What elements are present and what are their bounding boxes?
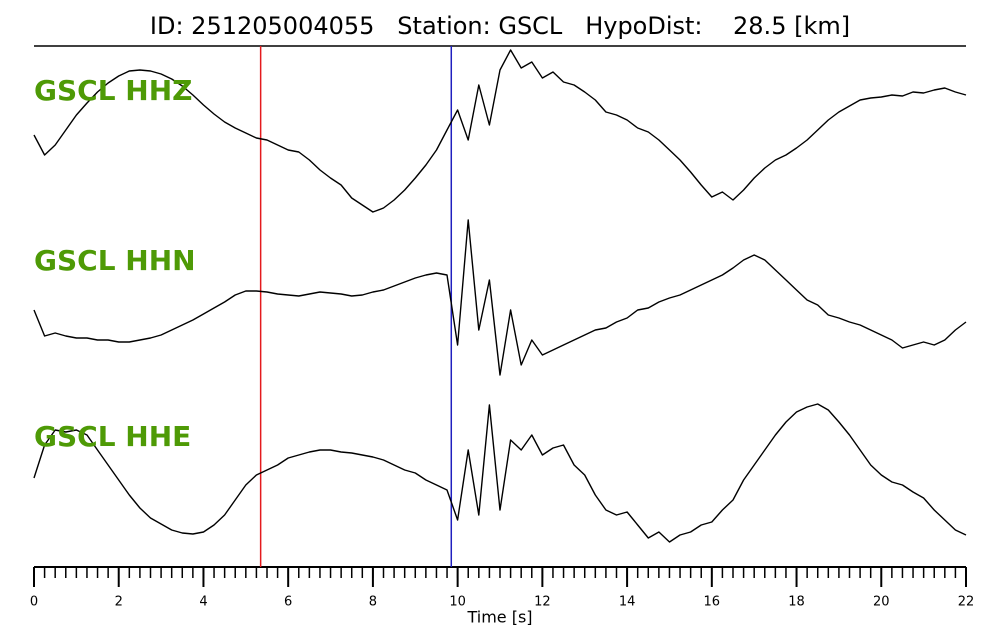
x-tick-label: 18 [788, 595, 805, 610]
x-tick-label: 16 [704, 595, 721, 610]
trace-label: GSCL HHE [34, 420, 191, 453]
x-tick-label: 14 [619, 595, 636, 610]
x-tick-label: 4 [199, 595, 207, 610]
trace [33, 403, 967, 543]
x-tick-label: 10 [449, 595, 466, 610]
x-tick-label: 2 [115, 595, 123, 610]
x-tick-label: 12 [534, 595, 551, 610]
x-tick-label: 22 [958, 595, 975, 610]
x-tick-label: 8 [369, 595, 377, 610]
x-tick-label: 6 [284, 595, 292, 610]
x-tick-label: 0 [30, 595, 38, 610]
x-tick-label: 20 [873, 595, 890, 610]
x-axis-label: Time [s] [466, 608, 532, 627]
trace [33, 219, 967, 376]
trace [33, 49, 967, 213]
trace-label: GSCL HHZ [34, 74, 192, 107]
trace-label: GSCL HHN [34, 244, 196, 277]
chart-title: ID: 251205004055 Station: GSCL HypoDist:… [150, 12, 850, 40]
